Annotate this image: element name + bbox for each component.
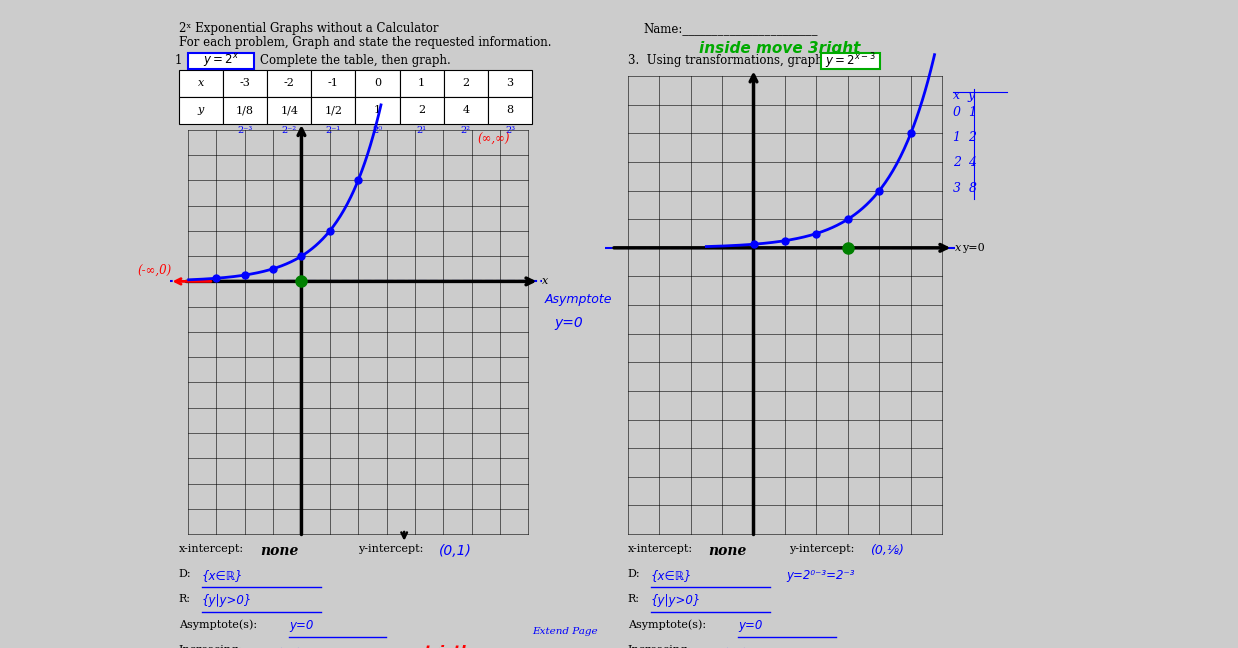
Bar <box>311 70 355 97</box>
Text: 2⁻²: 2⁻² <box>281 126 297 135</box>
Text: -∞<x<∞: -∞<x<∞ <box>260 645 311 648</box>
Bar <box>443 70 488 97</box>
Text: 2⁻¹: 2⁻¹ <box>326 126 340 135</box>
Text: For each problem, Graph and state the requested information.: For each problem, Graph and state the re… <box>178 36 551 49</box>
Text: (∞,∞): (∞,∞) <box>478 133 510 146</box>
Bar <box>178 97 223 124</box>
Text: (0,1): (0,1) <box>439 544 472 557</box>
Bar <box>267 70 311 97</box>
Bar <box>488 70 532 97</box>
Text: 1/4: 1/4 <box>280 106 298 115</box>
Text: x  y: x y <box>953 89 976 102</box>
Text: 3: 3 <box>506 78 514 88</box>
Text: 2¹: 2¹ <box>416 126 427 135</box>
Text: 8: 8 <box>506 106 514 115</box>
FancyBboxPatch shape <box>188 52 254 69</box>
Text: 2  4: 2 4 <box>953 156 977 169</box>
Text: Increasing:: Increasing: <box>628 645 692 648</box>
Text: Complete the table, then graph.: Complete the table, then graph. <box>260 54 451 67</box>
Text: 1: 1 <box>418 78 425 88</box>
Text: 3  8: 3 8 <box>953 181 977 194</box>
Text: y=2⁰⁻³=2⁻³: y=2⁰⁻³=2⁻³ <box>786 569 854 582</box>
Text: 1/8: 1/8 <box>236 106 254 115</box>
Text: 1: 1 <box>175 54 182 67</box>
Text: x: x <box>198 78 204 88</box>
Text: strictly: strictly <box>416 645 477 648</box>
Text: Name:_______________________: Name:_______________________ <box>644 23 818 36</box>
Text: -2: -2 <box>284 78 295 88</box>
Text: -1: -1 <box>328 78 339 88</box>
Text: D:: D: <box>628 569 640 579</box>
Text: x-intercept:: x-intercept: <box>628 544 693 553</box>
Text: (0,⅛): (0,⅛) <box>870 544 905 557</box>
Text: inside move 3right: inside move 3right <box>698 41 860 56</box>
Bar <box>178 70 223 97</box>
Text: x-intercept:: x-intercept: <box>178 544 244 553</box>
Text: {x∈ℝ}: {x∈ℝ} <box>651 569 692 582</box>
FancyBboxPatch shape <box>821 52 880 69</box>
Text: 2ˣ Exponential Graphs without a Calculator: 2ˣ Exponential Graphs without a Calculat… <box>178 23 438 36</box>
Bar <box>488 97 532 124</box>
Text: -3: -3 <box>240 78 250 88</box>
Bar <box>400 70 443 97</box>
Text: Asymptote(s):: Asymptote(s): <box>178 619 258 630</box>
Text: 1  2: 1 2 <box>953 131 977 144</box>
Text: Increasing:: Increasing: <box>178 645 243 648</box>
Text: D:: D: <box>178 569 192 579</box>
Text: 1: 1 <box>374 106 381 115</box>
Text: R:: R: <box>178 594 191 604</box>
Text: 2: 2 <box>462 78 469 88</box>
Text: x: x <box>956 243 962 253</box>
Text: 2²: 2² <box>461 126 470 135</box>
Bar <box>223 97 267 124</box>
Text: 2: 2 <box>418 106 425 115</box>
Text: 2³: 2³ <box>505 126 515 135</box>
Text: y=0: y=0 <box>555 316 583 330</box>
Text: 4: 4 <box>462 106 469 115</box>
Text: y-intercept:: y-intercept: <box>358 544 423 553</box>
Text: {x∈ℝ}: {x∈ℝ} <box>202 569 244 582</box>
Bar <box>400 97 443 124</box>
Text: 0  1: 0 1 <box>953 106 977 119</box>
Bar <box>223 70 267 97</box>
Bar <box>355 70 400 97</box>
Text: y-intercept:: y-intercept: <box>789 544 854 553</box>
Text: y: y <box>198 106 204 115</box>
Text: $y = 2^x$: $y = 2^x$ <box>203 52 239 69</box>
Text: $y = 2^{x-3}$: $y = 2^{x-3}$ <box>825 51 875 71</box>
Text: y=0: y=0 <box>290 619 313 632</box>
Text: 1/2: 1/2 <box>324 106 343 115</box>
Text: 0: 0 <box>374 78 381 88</box>
Text: (-∞,0): (-∞,0) <box>137 263 172 276</box>
Text: none: none <box>708 544 747 557</box>
Text: -∞<x<∞: -∞<x<∞ <box>706 645 756 648</box>
Bar <box>355 97 400 124</box>
Text: 2⁰: 2⁰ <box>373 126 383 135</box>
Text: {y|y>0}: {y|y>0} <box>651 594 701 607</box>
Bar <box>267 97 311 124</box>
Text: none: none <box>260 544 298 557</box>
Text: x: x <box>542 277 548 286</box>
Text: Asymptote(s):: Asymptote(s): <box>628 619 706 630</box>
Text: y=0: y=0 <box>962 243 985 253</box>
Bar <box>311 97 355 124</box>
Text: R:: R: <box>628 594 640 604</box>
Text: Extend Page: Extend Page <box>532 627 598 636</box>
Text: 3.  Using transformations, graph: 3. Using transformations, graph <box>628 54 822 67</box>
Text: Asymptote: Asymptote <box>545 293 613 306</box>
Text: y=0: y=0 <box>738 619 763 632</box>
Bar <box>443 97 488 124</box>
Text: 2⁻³: 2⁻³ <box>238 126 253 135</box>
Text: {y|y>0}: {y|y>0} <box>202 594 253 607</box>
